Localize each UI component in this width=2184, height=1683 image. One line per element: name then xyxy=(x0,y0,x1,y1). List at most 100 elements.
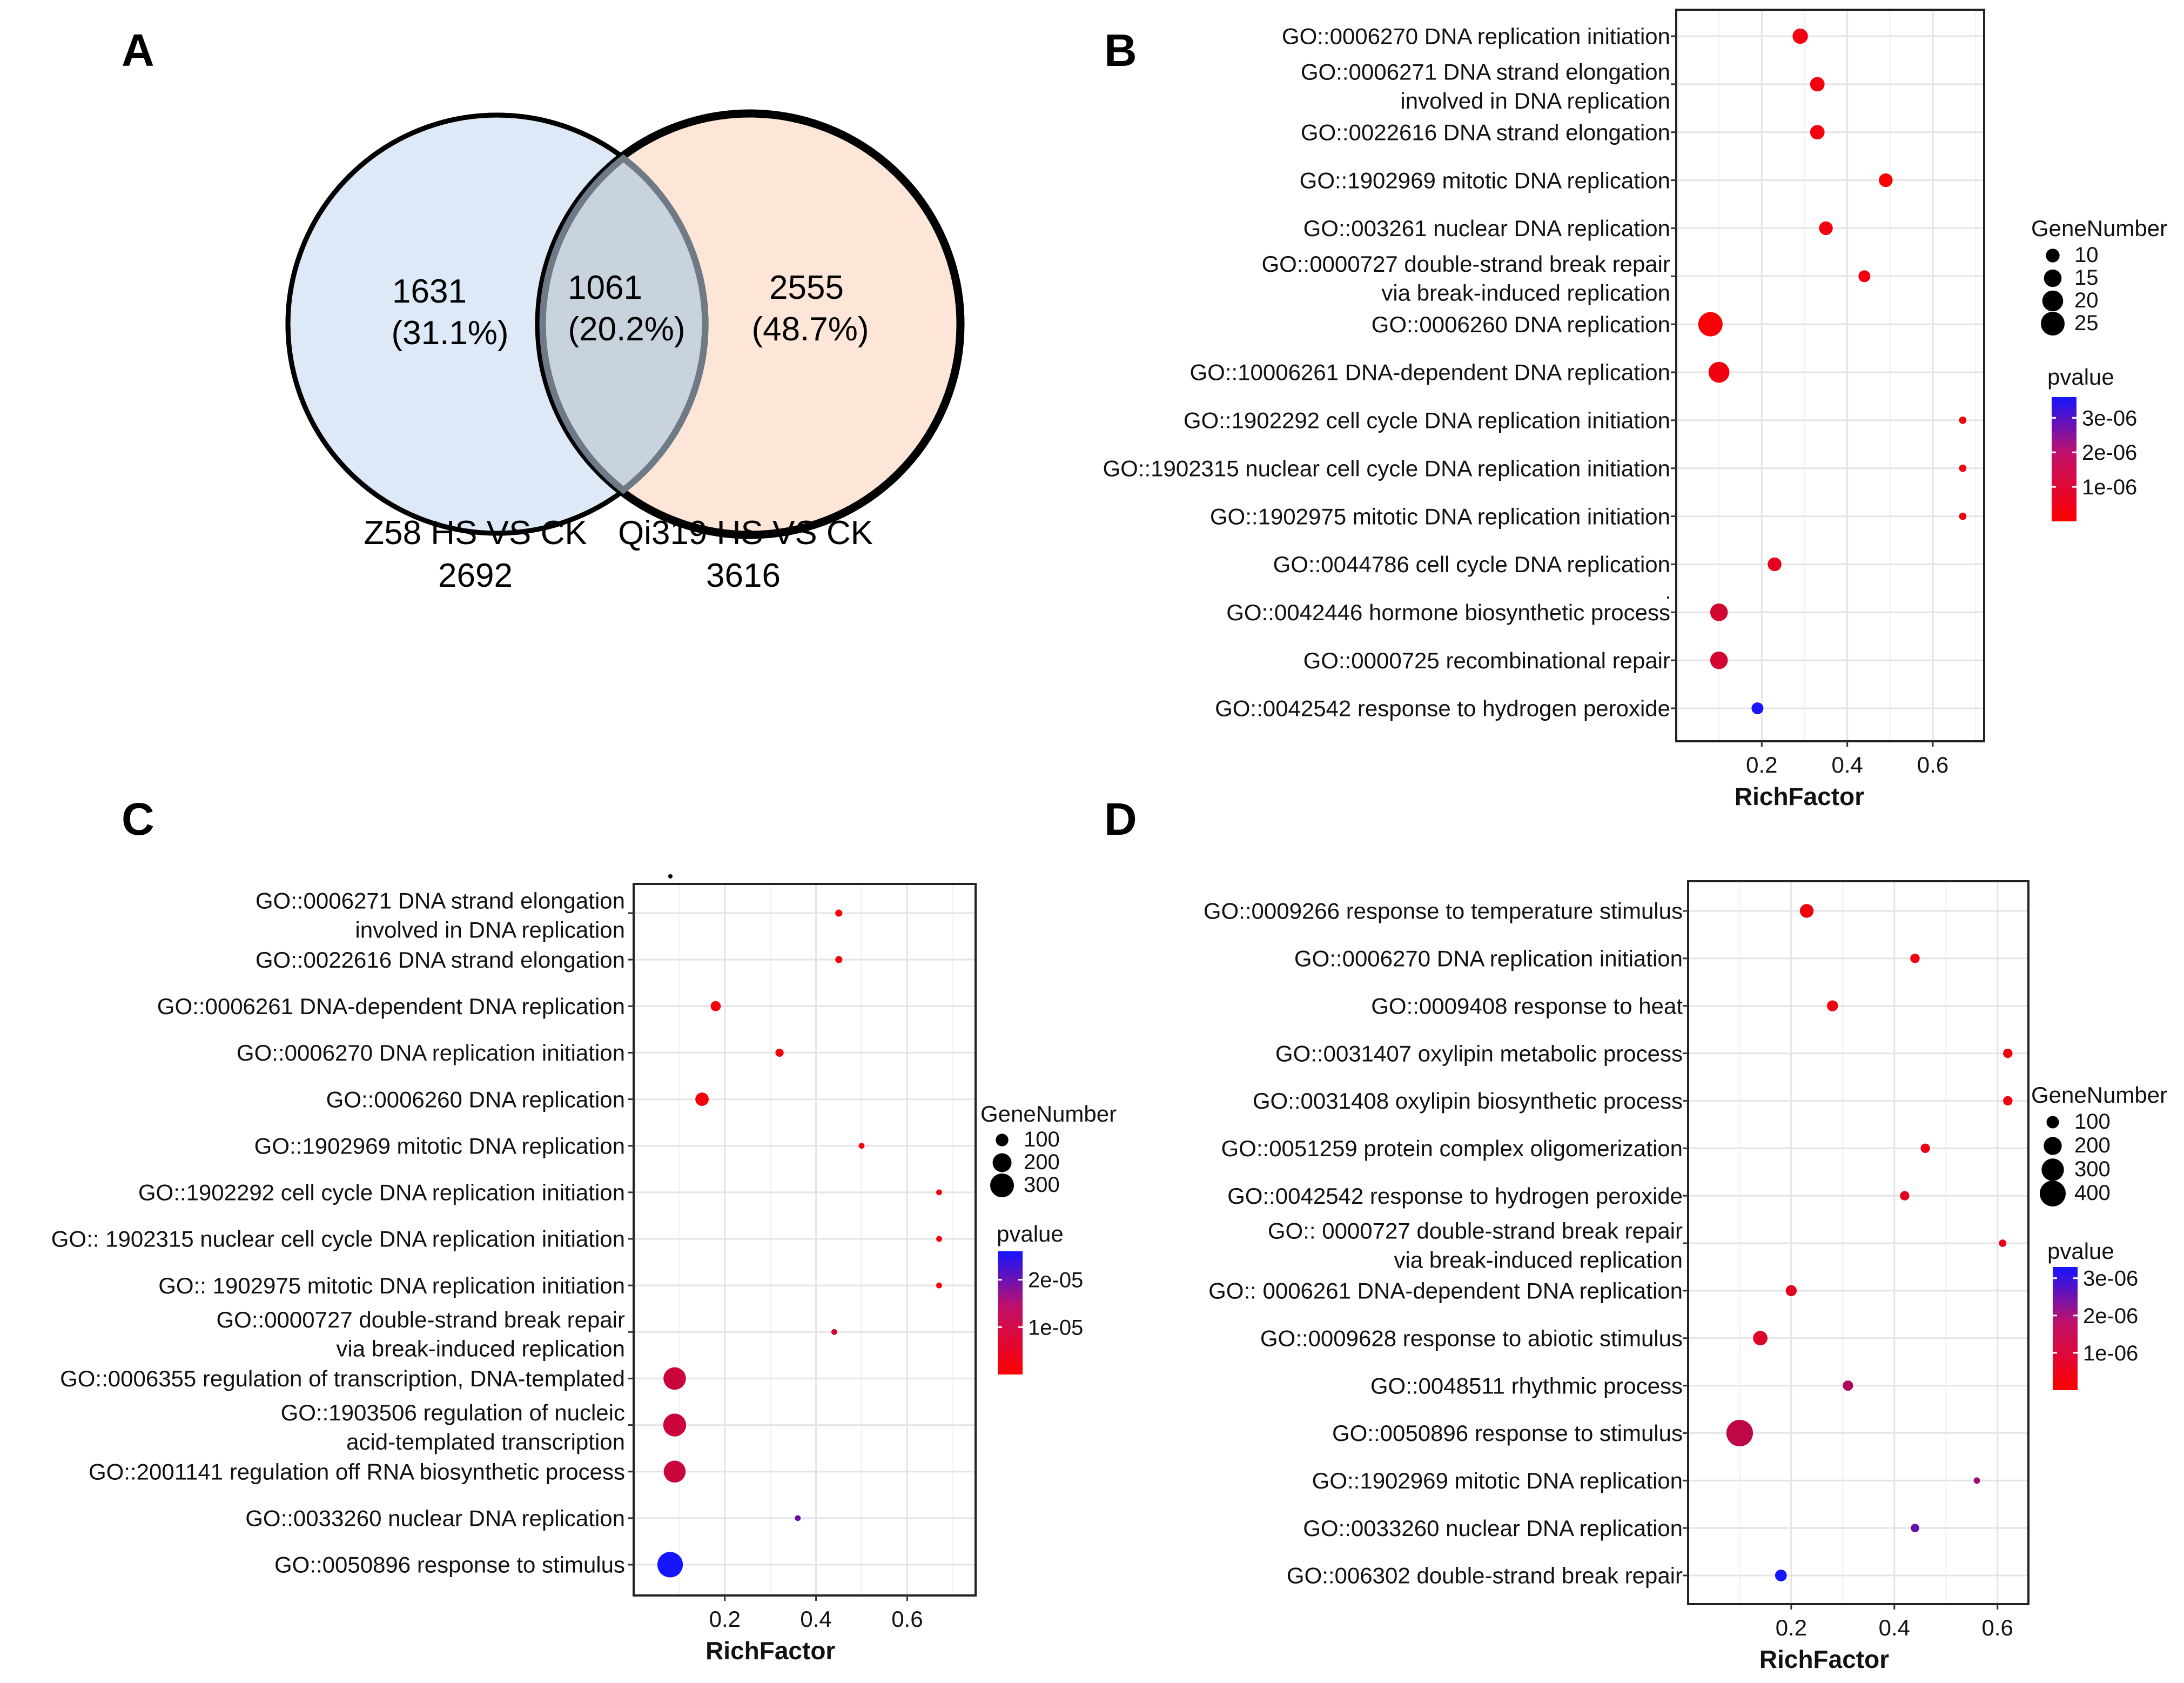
y-tick-label-line: GO::0000727 double-strand break repair xyxy=(1262,251,1670,277)
data-point xyxy=(1819,221,1833,236)
panel-letter-c: C xyxy=(122,794,154,844)
data-point xyxy=(695,1092,709,1106)
size-legend-title: GeneNumber xyxy=(2031,1082,2167,1108)
y-tick-label: GO::0051259 protein complex oligomerizat… xyxy=(1221,1136,1683,1161)
data-point xyxy=(831,1329,837,1335)
y-tick-label: GO::0006270 DNA replication initiation xyxy=(1294,946,1683,971)
x-axis-label: RichFactor xyxy=(705,1637,835,1665)
size-legend-dot xyxy=(992,1153,1012,1172)
size-legend-label: 200 xyxy=(1024,1150,1060,1174)
data-point xyxy=(1753,1331,1768,1346)
data-point xyxy=(1827,1000,1838,1011)
data-point xyxy=(1959,464,1967,472)
data-point xyxy=(936,1189,942,1196)
x-axis-label: RichFactor xyxy=(1759,1645,1889,1673)
y-tick-label: GO::0006271 DNA strand elongation involve… xyxy=(256,888,625,943)
data-point xyxy=(1775,1570,1787,1581)
y-tick-label: GO::1903506 regulation of nucleic acid-te… xyxy=(281,1400,625,1454)
data-point xyxy=(1843,1380,1853,1391)
y-tick-label: GO::0006270 DNA replication initiation xyxy=(237,1040,625,1065)
color-legend-label: 3e-06 xyxy=(2082,406,2137,430)
data-point xyxy=(1910,954,1920,963)
data-point xyxy=(936,1282,942,1289)
venn-right-count: 2555 xyxy=(769,269,844,306)
y-tick-label-line: via break-induced replication xyxy=(1381,280,1670,306)
color-legend-label: 3e-06 xyxy=(2083,1267,2138,1291)
y-tick-label: GO::0009628 response to abiotic stimulus xyxy=(1260,1325,1683,1351)
size-legend-dot xyxy=(2046,1116,2059,1129)
venn-right-set-total: 3616 xyxy=(706,557,781,594)
data-point xyxy=(1911,1524,1919,1532)
data-point xyxy=(710,1001,721,1011)
color-legend-bar xyxy=(2053,1267,2078,1390)
data-point xyxy=(1959,417,1967,424)
y-tick-label: GO::0033260 nuclear DNA replication xyxy=(245,1506,625,1531)
y-tick-label-line: involved in DNA replication xyxy=(1400,88,1670,113)
chart-panel-b: GO::0006270 DNA replication initiationGO… xyxy=(1103,9,2167,810)
data-point xyxy=(1858,270,1871,283)
plot-border xyxy=(1675,9,1985,742)
y-tick-label: GO::1902969 mitotic DNA replication xyxy=(254,1133,625,1158)
size-legend-label: 200 xyxy=(2074,1134,2111,1157)
y-tick-label-line: via break-induced replication xyxy=(336,1336,625,1362)
y-tick-label-line: acid-templated transcription xyxy=(346,1429,625,1454)
venn-overlap-outline xyxy=(539,154,709,494)
data-point xyxy=(2003,1096,2013,1106)
y-tick-label: GO::0042542 response to hydrogen peroxid… xyxy=(1215,696,1670,721)
x-tick-label: 0.2 xyxy=(709,1606,741,1632)
size-legend-label: 100 xyxy=(2074,1110,2111,1134)
data-point xyxy=(835,909,843,917)
size-legend-dot xyxy=(2044,1137,2062,1155)
y-tick-label: GO::0000725 recombinational repair xyxy=(1303,648,1670,673)
venn-left-set-total: 2692 xyxy=(438,557,513,594)
color-legend-bar xyxy=(998,1251,1023,1374)
data-point xyxy=(1710,603,1728,621)
color-legend-label: 2e-06 xyxy=(2083,1304,2138,1328)
data-point xyxy=(1999,1239,2007,1247)
size-legend-label: 15 xyxy=(2074,266,2099,290)
data-point xyxy=(1973,1477,1980,1484)
color-legend-label: 1e-06 xyxy=(2083,1342,2138,1365)
y-tick-label: GO::0006355 regulation of transcription,… xyxy=(60,1366,625,1391)
y-tick-label: GO::0050896 response to stimulus xyxy=(1332,1420,1683,1446)
color-legend-title: pvalue xyxy=(2047,364,2114,390)
size-legend-label: 25 xyxy=(2074,311,2099,335)
size-legend-label: 300 xyxy=(2074,1157,2111,1181)
y-tick-label: GO::0042542 response to hydrogen peroxid… xyxy=(1227,1183,1683,1209)
data-point xyxy=(795,1515,801,1521)
y-tick-label-line: GO:: 0000727 double-strand break repair xyxy=(1268,1218,1683,1244)
data-point xyxy=(2003,1048,2013,1058)
data-point xyxy=(663,1460,686,1483)
data-point xyxy=(1751,702,1764,714)
x-tick-label: 0.6 xyxy=(1917,752,1948,777)
size-legend-dot xyxy=(2046,249,2060,263)
panel-letter-b: B xyxy=(1104,25,1137,76)
venn-diagram: 1631 (31.1%) 1061 (20.2%) 2555 (48.7%) Z… xyxy=(285,109,965,594)
y-tick-label: GO::1902292 cell cycle DNA replication i… xyxy=(138,1180,625,1205)
size-legend-label: 100 xyxy=(1024,1128,1060,1151)
y-tick-label-line: GO::0000727 double-strand break repair xyxy=(217,1307,625,1332)
data-point xyxy=(1768,557,1782,572)
venn-right-percent: (48.7%) xyxy=(751,311,869,348)
stray-dot-c xyxy=(668,874,673,879)
y-tick-label: GO:: 1902975 mitotic DNA replication ini… xyxy=(158,1273,625,1298)
venn-left-percent: (31.1%) xyxy=(391,314,508,352)
y-tick-label: GO:: 0000727 double-strand break repair v… xyxy=(1268,1218,1683,1273)
y-tick-label: GO::1902975 mitotic DNA replication init… xyxy=(1210,504,1670,529)
data-point xyxy=(1792,28,1808,44)
y-tick-label: GO::0006270 DNA replication initiation xyxy=(1282,24,1670,49)
color-legend-label: 2e-05 xyxy=(1028,1269,1083,1292)
y-tick-label: GO:: 1902315 nuclear cell cycle DNA repl… xyxy=(51,1226,625,1252)
size-legend-dot xyxy=(2040,1181,2066,1206)
data-point xyxy=(1959,512,1967,520)
data-point xyxy=(1698,312,1723,337)
data-point xyxy=(657,1552,683,1578)
data-point xyxy=(1785,1285,1797,1297)
x-tick-label: 0.6 xyxy=(891,1606,923,1632)
size-legend-dot xyxy=(990,1174,1014,1197)
panel-letter-a: A xyxy=(122,25,154,76)
venn-left-count: 1631 xyxy=(392,273,467,310)
y-tick-label: GO::0050896 response to stimulus xyxy=(274,1552,625,1578)
